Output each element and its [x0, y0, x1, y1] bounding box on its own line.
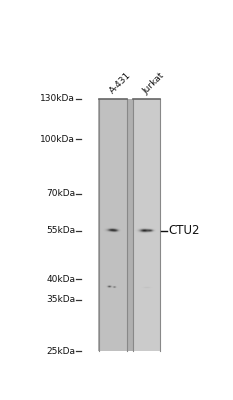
Text: 25kDa: 25kDa [46, 347, 75, 356]
Bar [133, 99, 161, 351]
Text: 35kDa: 35kDa [46, 295, 75, 304]
Text: 130kDa: 130kDa [40, 94, 75, 103]
Text: Jurkat: Jurkat [141, 71, 166, 96]
Text: CTU2: CTU2 [169, 224, 200, 237]
Text: 55kDa: 55kDa [46, 226, 75, 235]
Bar [98, 99, 161, 351]
Bar [99, 99, 127, 351]
Text: 70kDa: 70kDa [46, 189, 75, 198]
Text: 100kDa: 100kDa [40, 134, 75, 144]
Text: 40kDa: 40kDa [46, 275, 75, 284]
Text: A-431: A-431 [108, 71, 133, 96]
